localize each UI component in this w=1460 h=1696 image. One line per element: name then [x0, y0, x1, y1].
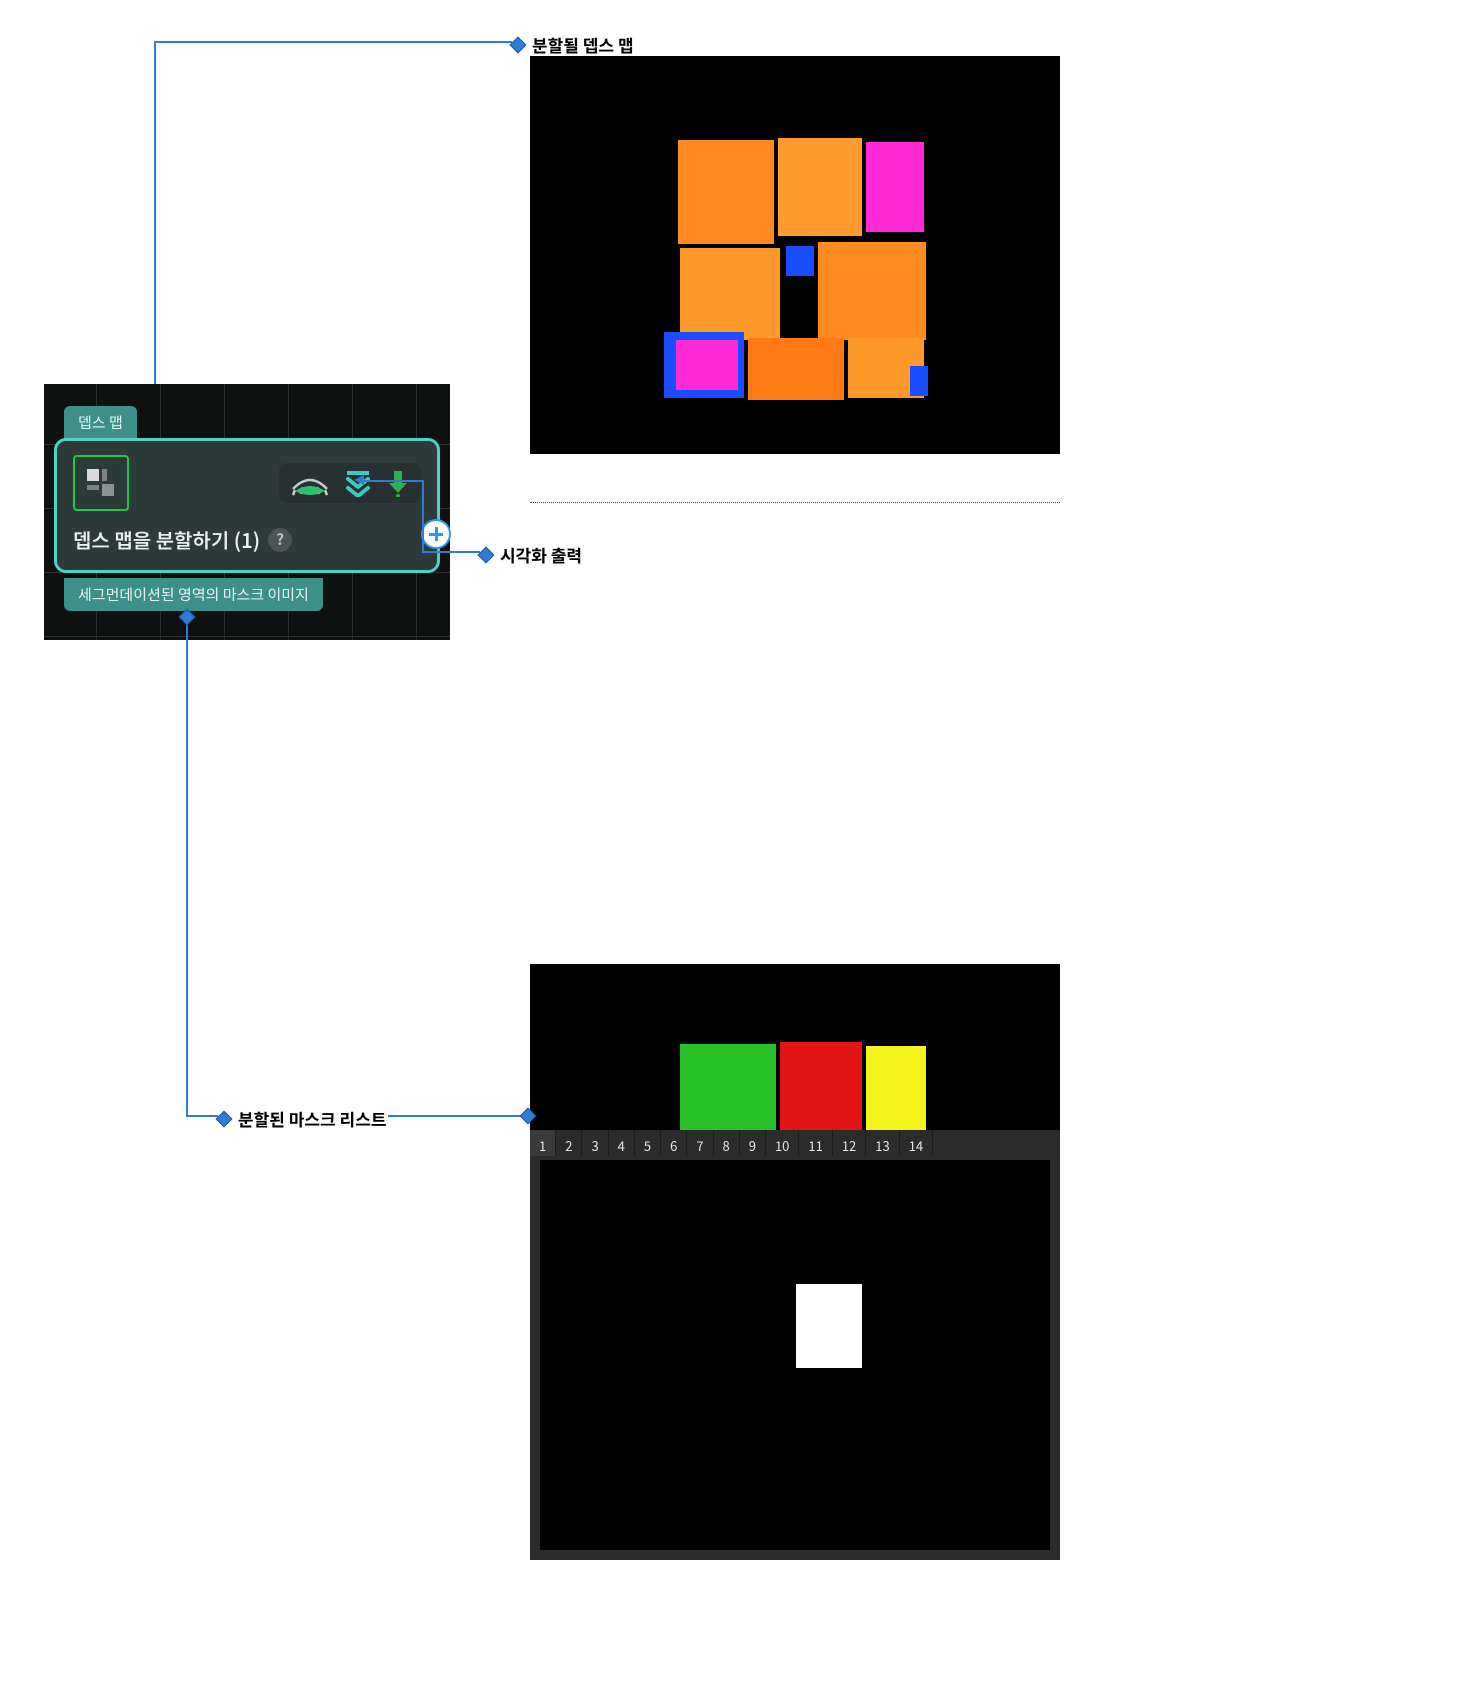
node-title-row: 뎁스 맵을 분할하기 (1) ?: [73, 525, 421, 554]
connector-line: [186, 1115, 218, 1117]
label-visual-output-text: 시각화 출력: [500, 542, 582, 567]
node-panel: 뎁스 맵: [44, 384, 450, 640]
mask-tab[interactable]: 9: [740, 1130, 766, 1156]
segment-block: [910, 366, 928, 396]
connector-line: [422, 480, 424, 551]
node-toolbar: [73, 455, 421, 511]
label-depth-map: 분할될 뎁스 맵: [512, 32, 634, 57]
segment-block: [748, 338, 844, 400]
eye-icon[interactable]: [291, 469, 329, 497]
mask-list-panel: 1234567891011121314: [530, 1130, 1060, 1560]
mask-tab[interactable]: 11: [799, 1130, 832, 1156]
mask-tab[interactable]: 4: [609, 1130, 635, 1156]
node-action-group: [279, 463, 421, 503]
segment-block: [786, 246, 814, 276]
connector-line: [154, 41, 512, 43]
mask-tab[interactable]: 12: [833, 1130, 866, 1156]
mask-tab[interactable]: 5: [635, 1130, 661, 1156]
mask-tab-strip: 1234567891011121314: [530, 1130, 1060, 1156]
download-icon[interactable]: [387, 469, 409, 497]
connector-line: [186, 618, 188, 1115]
segment-block: [676, 340, 738, 390]
node-title: 뎁스 맵을 분할하기 (1): [73, 525, 260, 554]
connector-line: [388, 1115, 528, 1117]
mask-tab[interactable]: 3: [582, 1130, 608, 1156]
label-depth-map-text: 분할될 뎁스 맵: [532, 32, 634, 57]
mask-tab[interactable]: 1: [530, 1130, 556, 1156]
mask-tab[interactable]: 10: [766, 1130, 799, 1156]
diamond-icon: [216, 1110, 233, 1127]
connector-line: [154, 41, 156, 403]
arrowhead-icon: [352, 473, 366, 487]
segment-block: [780, 1042, 862, 1140]
label-visual-output: 시각화 출력: [480, 542, 582, 567]
segment-block: [818, 242, 926, 340]
connector-line: [422, 551, 480, 553]
depth-map-preview: [530, 56, 1060, 454]
segment-block: [866, 1046, 926, 1134]
node-output-tab[interactable]: 세그먼데이션된 영역의 마스크 이미지: [64, 578, 323, 611]
label-mask-list-text: 분할된 마스크 리스트: [238, 1106, 386, 1131]
mask-tab[interactable]: 2: [556, 1130, 582, 1156]
mask-tab[interactable]: 13: [866, 1130, 899, 1156]
diamond-icon: [510, 36, 527, 53]
node-body[interactable]: 뎁스 맵을 분할하기 (1) ?: [54, 438, 440, 573]
add-output-button[interactable]: [421, 519, 451, 549]
module-icon-svg: [84, 466, 118, 500]
mask-tab[interactable]: 6: [661, 1130, 687, 1156]
module-icon[interactable]: [73, 455, 129, 511]
node-input-tab-label: 뎁스 맵: [78, 412, 123, 433]
node-input-tab[interactable]: 뎁스 맵: [64, 406, 137, 439]
separator: [530, 502, 1060, 503]
mask-rect: [796, 1284, 862, 1368]
connector-line: [362, 480, 422, 482]
mask-tab[interactable]: 14: [900, 1130, 933, 1156]
help-icon[interactable]: ?: [268, 528, 292, 552]
segment-block: [678, 140, 774, 244]
diamond-icon: [478, 546, 495, 563]
segment-block: [778, 138, 862, 236]
mask-tab[interactable]: 7: [687, 1130, 713, 1156]
segment-block: [680, 248, 780, 340]
mask-canvas: [540, 1160, 1050, 1550]
mask-tab[interactable]: 8: [714, 1130, 740, 1156]
node-output-tab-label: 세그먼데이션된 영역의 마스크 이미지: [78, 584, 309, 605]
segment-block: [866, 142, 924, 232]
label-mask-list: 분할된 마스크 리스트: [218, 1106, 386, 1131]
